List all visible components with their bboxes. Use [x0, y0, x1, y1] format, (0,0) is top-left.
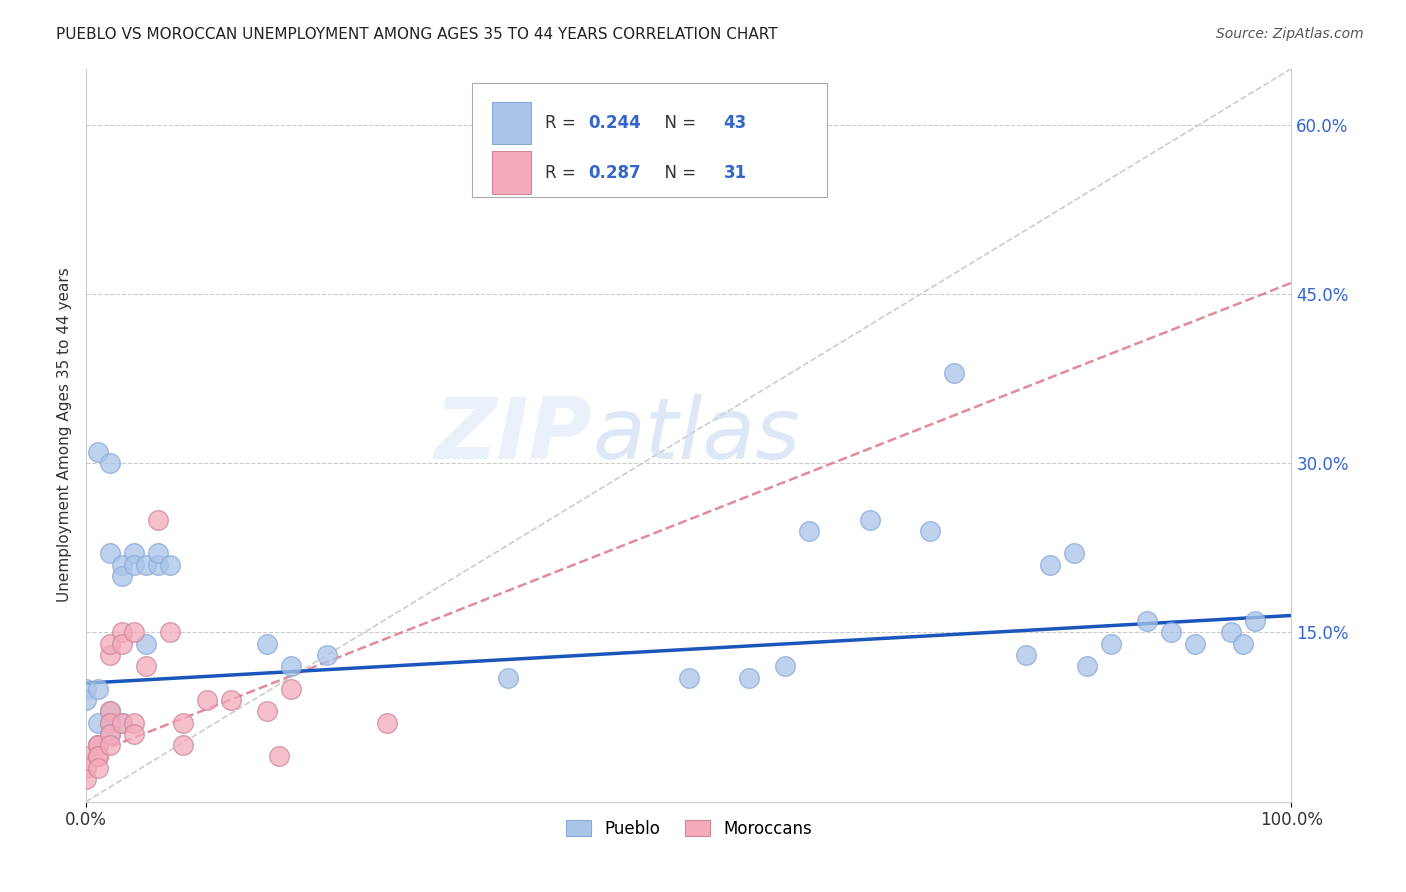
FancyBboxPatch shape: [472, 83, 827, 197]
Point: [87, 445, 110, 459]
FancyBboxPatch shape: [492, 152, 531, 194]
Point: [87, 738, 110, 752]
Point: [98, 637, 121, 651]
Point: [219, 693, 242, 707]
Text: R =: R =: [546, 114, 581, 132]
Point: [124, 715, 146, 730]
Point: [1136, 614, 1159, 628]
Point: [1220, 625, 1243, 640]
Point: [98, 648, 121, 662]
Point: [124, 727, 146, 741]
Text: N =: N =: [654, 163, 696, 182]
Point: [159, 625, 181, 640]
Point: [1076, 659, 1098, 673]
Point: [942, 366, 965, 380]
Point: [148, 558, 170, 572]
Point: [1160, 625, 1182, 640]
Text: R =: R =: [546, 163, 581, 182]
Point: [111, 637, 134, 651]
Point: [98, 738, 121, 752]
Text: atlas: atlas: [592, 393, 800, 476]
Point: [98, 715, 121, 730]
Point: [148, 513, 170, 527]
Point: [98, 727, 121, 741]
Point: [738, 671, 761, 685]
Point: [124, 546, 146, 560]
Point: [858, 513, 880, 527]
Point: [75, 693, 97, 707]
Text: ZIP: ZIP: [434, 393, 592, 476]
Point: [124, 558, 146, 572]
Point: [316, 648, 339, 662]
Point: [87, 738, 110, 752]
Point: [87, 749, 110, 764]
Point: [135, 558, 157, 572]
Point: [159, 558, 181, 572]
Point: [496, 671, 519, 685]
FancyBboxPatch shape: [492, 102, 531, 144]
Point: [135, 637, 157, 651]
Point: [98, 546, 121, 560]
Point: [799, 524, 821, 538]
Point: [195, 693, 218, 707]
Text: 0.244: 0.244: [589, 114, 641, 132]
Point: [1039, 558, 1062, 572]
Point: [256, 637, 278, 651]
Point: [773, 659, 796, 673]
Point: [1244, 614, 1267, 628]
Point: [111, 625, 134, 640]
Text: 0.287: 0.287: [589, 163, 641, 182]
Text: N =: N =: [654, 114, 696, 132]
Point: [148, 546, 170, 560]
Point: [172, 715, 194, 730]
Point: [75, 761, 97, 775]
Point: [172, 738, 194, 752]
Legend: Pueblo, Moroccans: Pueblo, Moroccans: [560, 814, 818, 845]
Point: [87, 749, 110, 764]
Point: [87, 715, 110, 730]
Point: [87, 738, 110, 752]
Point: [111, 715, 134, 730]
Text: 43: 43: [724, 114, 747, 132]
Point: [98, 727, 121, 741]
Point: [75, 749, 97, 764]
Point: [124, 625, 146, 640]
Point: [1015, 648, 1038, 662]
Point: [87, 681, 110, 696]
Point: [1099, 637, 1122, 651]
Point: [256, 704, 278, 718]
Point: [111, 715, 134, 730]
Point: [918, 524, 941, 538]
Point: [1184, 637, 1206, 651]
Text: 31: 31: [724, 163, 747, 182]
Point: [280, 659, 302, 673]
Point: [678, 671, 700, 685]
Y-axis label: Unemployment Among Ages 35 to 44 years: Unemployment Among Ages 35 to 44 years: [58, 268, 72, 602]
Point: [1063, 546, 1085, 560]
Point: [280, 681, 302, 696]
Text: Source: ZipAtlas.com: Source: ZipAtlas.com: [1216, 27, 1364, 41]
Point: [377, 715, 399, 730]
Point: [111, 558, 134, 572]
Point: [98, 704, 121, 718]
Point: [1232, 637, 1254, 651]
Point: [98, 704, 121, 718]
Point: [75, 772, 97, 786]
Point: [98, 715, 121, 730]
Text: PUEBLO VS MOROCCAN UNEMPLOYMENT AMONG AGES 35 TO 44 YEARS CORRELATION CHART: PUEBLO VS MOROCCAN UNEMPLOYMENT AMONG AG…: [56, 27, 778, 42]
Point: [135, 659, 157, 673]
Point: [87, 761, 110, 775]
Point: [267, 749, 290, 764]
Point: [75, 681, 97, 696]
Point: [111, 569, 134, 583]
Point: [98, 456, 121, 470]
